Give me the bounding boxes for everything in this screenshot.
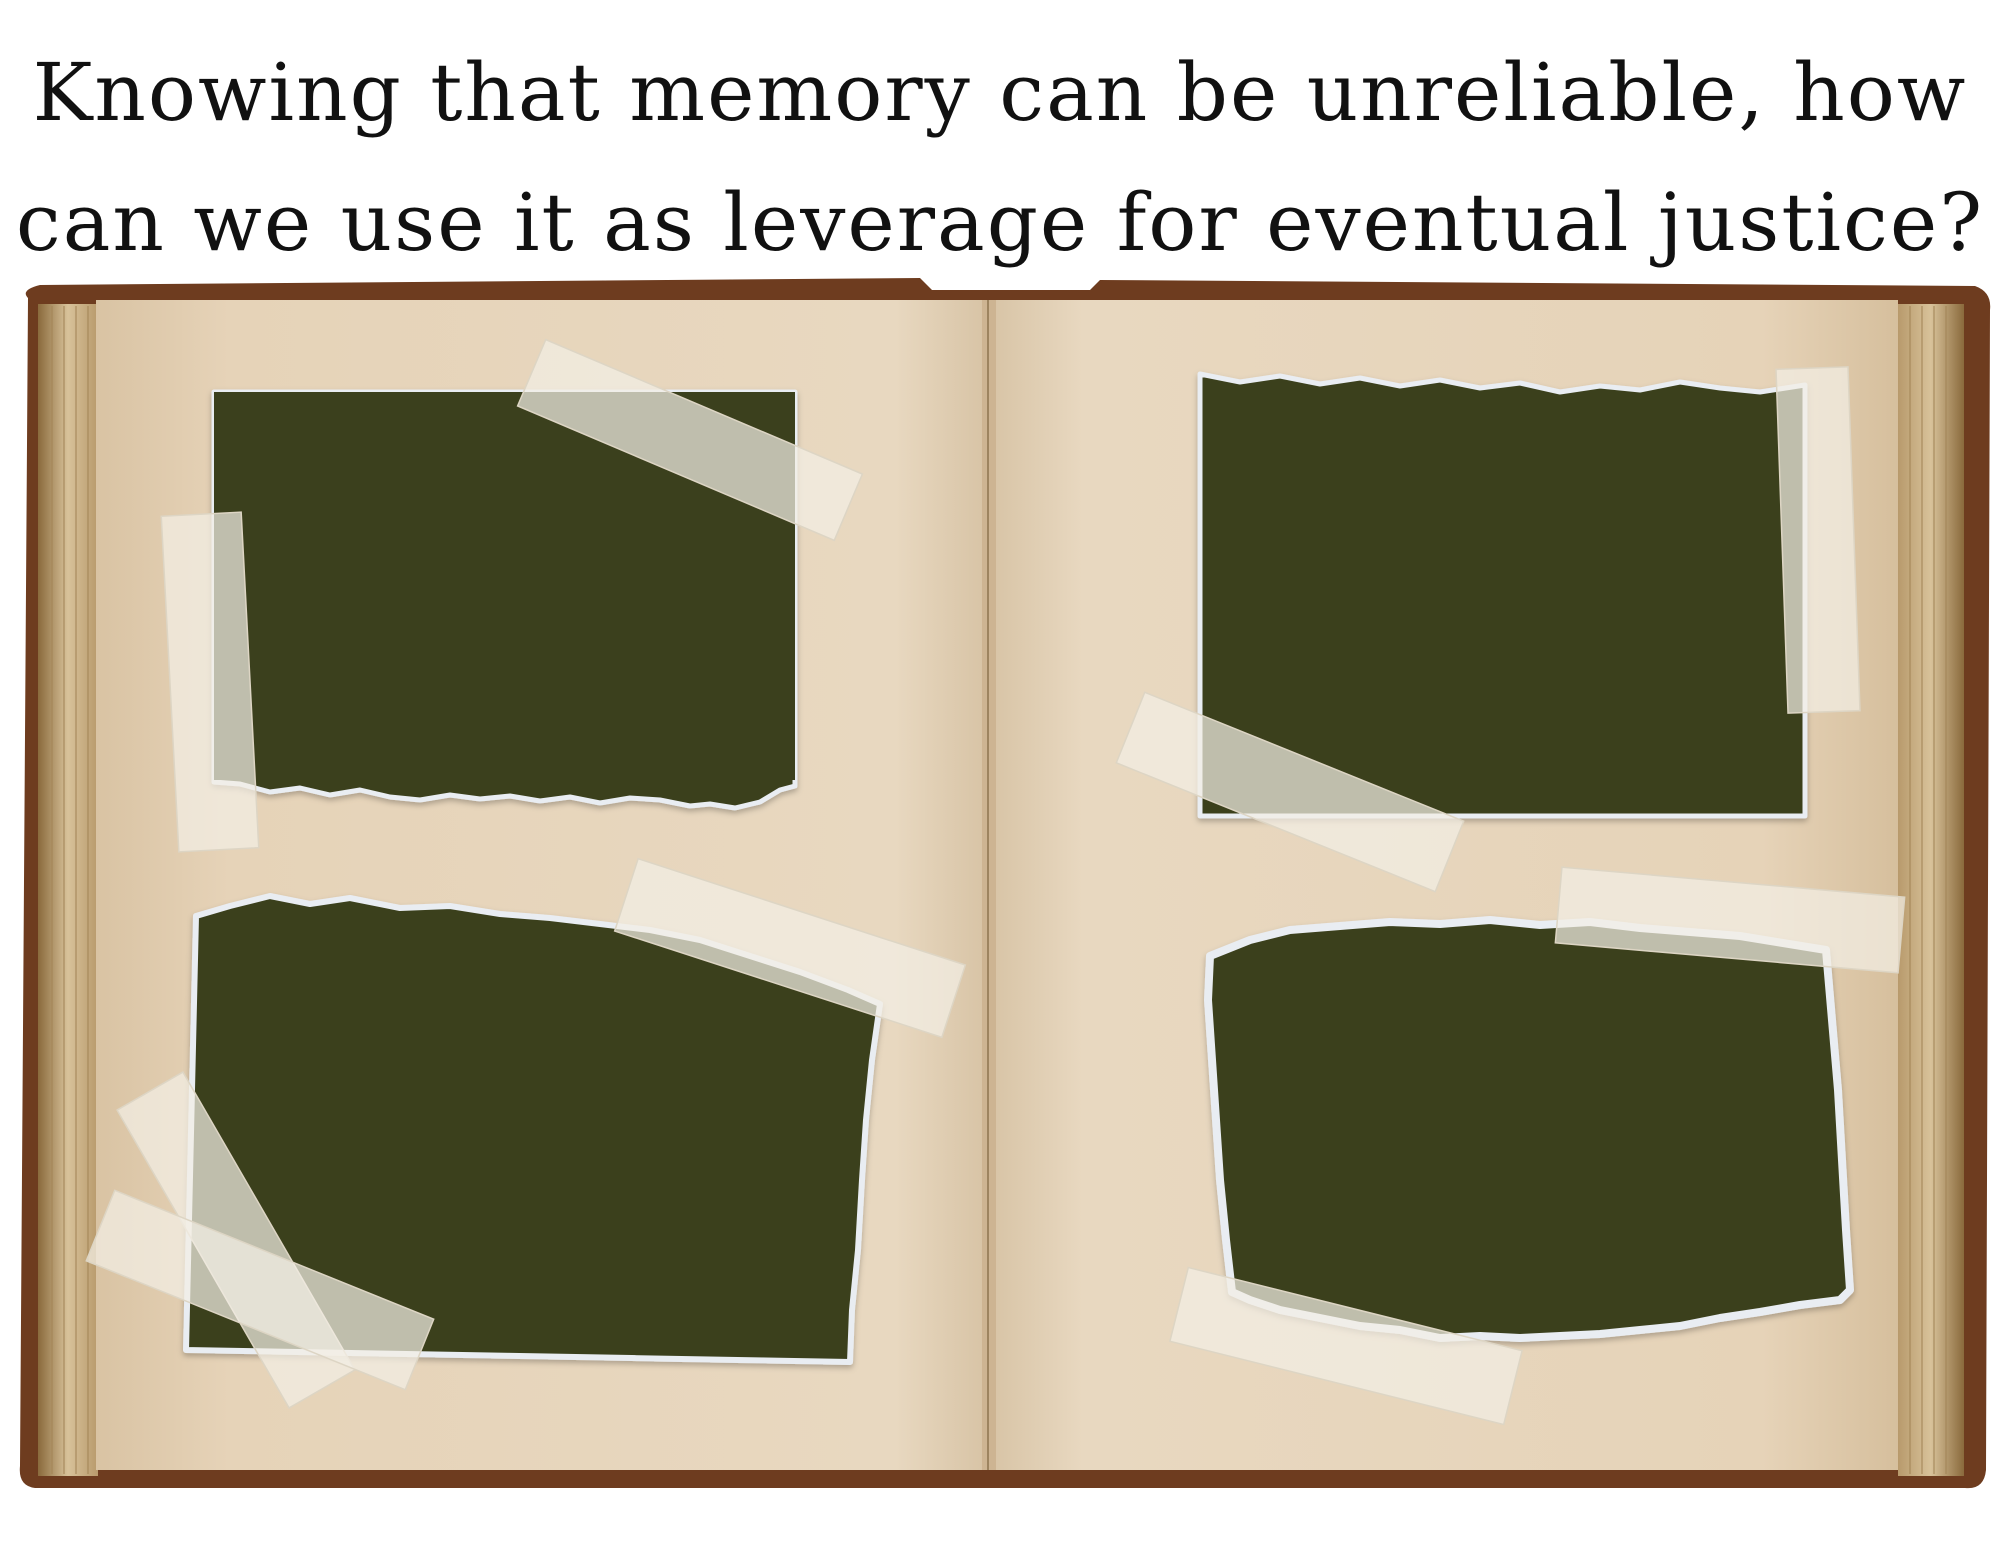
heading: Knowing that memory can be unreliable, h… bbox=[0, 28, 2000, 288]
tape-1b bbox=[160, 511, 260, 853]
tape-4b bbox=[1169, 1266, 1523, 1426]
tape-3c bbox=[85, 1189, 435, 1391]
heading-line-1: Knowing that memory can be unreliable, h… bbox=[32, 46, 1968, 139]
photo-slot-4 bbox=[1204, 916, 1854, 1342]
photo-slot-2 bbox=[1197, 371, 1808, 819]
heading-line-2: can we use it as leverage for eventual j… bbox=[15, 176, 1985, 269]
page-stack-left bbox=[38, 304, 98, 1476]
tape-2b bbox=[1115, 691, 1465, 893]
tape-1a bbox=[516, 338, 864, 542]
page-stack-right bbox=[1898, 304, 1964, 1476]
tape-4a bbox=[1554, 866, 1906, 974]
tape-2a bbox=[1775, 366, 1861, 714]
tape-3a bbox=[613, 857, 967, 1039]
